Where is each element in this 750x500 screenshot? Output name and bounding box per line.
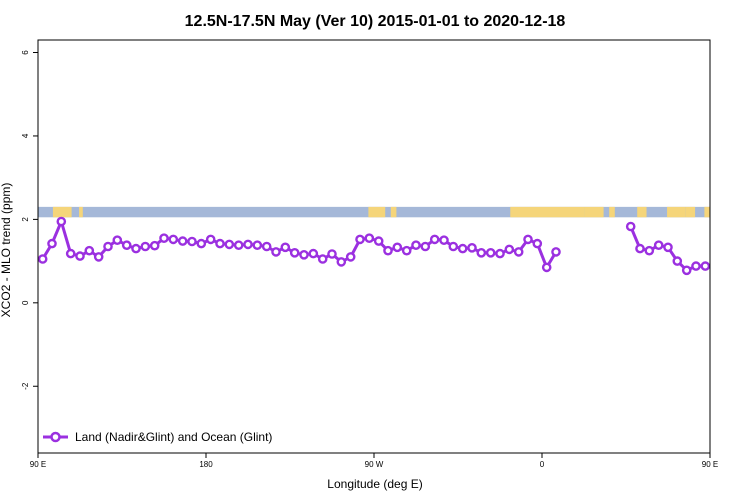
y-tick-label: -2 (21, 382, 30, 390)
legend-label: Land (Nadir&Glint) and Ocean (Glint) (75, 430, 272, 444)
data-point (308, 248, 319, 259)
land-segment (584, 206, 604, 218)
data-point (523, 234, 533, 245)
data-point (271, 247, 281, 257)
series-layer (37, 216, 711, 276)
x-axis-label: Longitude (deg E) (327, 477, 422, 491)
data-point (373, 236, 384, 246)
data-point (243, 239, 253, 250)
land-segment (390, 206, 397, 218)
data-point (467, 242, 477, 253)
land-segment (637, 206, 647, 218)
data-point (355, 234, 365, 245)
data-point (261, 241, 272, 252)
data-point (532, 238, 543, 249)
data-point (93, 252, 104, 262)
x-tick-label: 180 (199, 460, 213, 469)
data-point (504, 244, 515, 255)
data-point (439, 235, 449, 245)
data-point (215, 238, 225, 249)
y-tick-label: 6 (21, 50, 30, 55)
land-segment (52, 206, 72, 218)
legend: Land (Nadir&Glint) and Ocean (Glint) (43, 430, 272, 444)
data-point (485, 247, 496, 258)
x-axis: 90 E 180 90 W 0 90 E (30, 453, 718, 469)
data-point (112, 235, 123, 245)
data-point (252, 240, 263, 250)
map-band (38, 206, 710, 218)
data-point (149, 240, 160, 251)
series-line (41, 220, 558, 269)
data-point (420, 241, 431, 252)
y-tick-label: 2 (21, 217, 30, 222)
data-point (681, 265, 692, 276)
y-tick-label: 4 (21, 133, 30, 138)
data-point (224, 239, 235, 250)
data-point (56, 216, 67, 227)
data-point (168, 234, 179, 245)
land-segment (79, 206, 83, 218)
data-point (65, 248, 76, 259)
data-point (476, 247, 487, 258)
data-point (644, 245, 655, 256)
data-point (336, 257, 347, 267)
data-point (121, 240, 132, 250)
data-point (672, 256, 683, 266)
data-point (299, 249, 309, 260)
data-point (401, 245, 412, 256)
data-point (635, 243, 645, 254)
x-tick-label: 90 E (30, 460, 46, 469)
data-point (140, 241, 151, 252)
land-segment (609, 206, 615, 218)
data-point (317, 254, 328, 264)
y-axis-label: XCO2 - MLO trend (ppm) (0, 183, 13, 318)
chart-title: 12.5N-17.5N May (Ver 10) 2015-01-01 to 2… (185, 13, 566, 30)
data-point (383, 245, 393, 256)
land-segment (667, 206, 686, 218)
data-point (84, 245, 95, 256)
data-point (327, 249, 337, 259)
data-point (448, 241, 459, 252)
data-point (551, 247, 561, 257)
data-point (233, 240, 244, 250)
data-point (495, 248, 505, 259)
data-point (345, 252, 356, 262)
data-point (513, 247, 524, 257)
data-point (429, 234, 440, 245)
land-segment (685, 206, 696, 218)
data-point (457, 243, 468, 254)
data-point (177, 236, 188, 246)
land-segment (510, 206, 585, 218)
data-point (411, 240, 421, 250)
data-point (187, 236, 197, 247)
data-point (103, 241, 113, 252)
x-tick-label: 90 E (702, 460, 718, 469)
y-tick-label: 0 (21, 300, 30, 305)
data-point (289, 247, 300, 258)
data-point (625, 221, 636, 232)
data-point (364, 233, 375, 243)
data-point (541, 262, 552, 273)
land-segment (368, 206, 386, 218)
x-tick-label: 0 (540, 460, 545, 469)
data-point (700, 261, 711, 271)
legend-marker (50, 431, 61, 443)
data-point (280, 242, 291, 253)
data-point (37, 254, 48, 264)
data-point (653, 240, 664, 250)
data-point (196, 238, 207, 249)
data-point (663, 242, 673, 253)
data-point (205, 234, 216, 245)
data-point (159, 233, 169, 243)
data-point (392, 242, 403, 253)
data-point (691, 261, 701, 271)
data-point (131, 243, 141, 254)
data-point (47, 238, 57, 249)
data-point (75, 251, 85, 261)
x-tick-label: 90 W (365, 460, 384, 469)
y-axis: -2 0 2 4 6 (21, 50, 38, 390)
land-segment (704, 206, 710, 218)
